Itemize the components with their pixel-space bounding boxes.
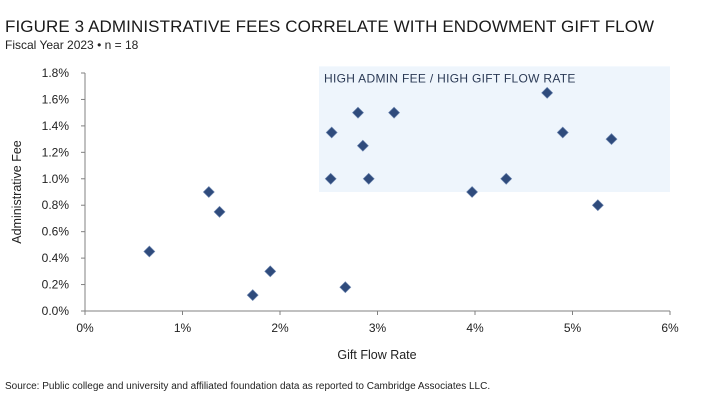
data-point (324, 172, 337, 185)
x-axis-label: Gift Flow Rate (337, 348, 416, 362)
y-tick-label: 1.2% (42, 145, 70, 159)
data-point (356, 139, 369, 152)
y-axis-label: Administrative Fee (10, 140, 24, 244)
highlight-region (319, 66, 670, 192)
data-point (556, 126, 569, 139)
data-point (591, 199, 604, 212)
x-tick-label: 0% (76, 321, 94, 335)
x-tick-label: 2% (271, 321, 289, 335)
y-tick-label: 0.0% (42, 304, 70, 318)
y-tick-label: 0.6% (42, 225, 70, 239)
figure-title: FIGURE 3 ADMINISTRATIVE FEES CORRELATE W… (5, 17, 655, 36)
y-tick-label: 0.2% (42, 278, 70, 292)
data-point (500, 172, 513, 185)
data-point (325, 126, 338, 139)
data-point (466, 186, 478, 198)
y-tick-label: 1.6% (42, 92, 70, 106)
data-point (362, 172, 375, 185)
x-tick-label: 1% (174, 321, 192, 335)
source-note: Source: Public college and university an… (5, 381, 491, 392)
highlight-label: HIGH ADMIN FEE / HIGH GIFT FLOW RATE (324, 71, 576, 85)
data-point (264, 265, 277, 278)
data-point (605, 133, 618, 146)
data-point (202, 186, 215, 198)
figure-subtitle: Fiscal Year 2023 • n = 18 (5, 38, 139, 52)
y-tick-label: 0.8% (42, 198, 70, 212)
x-tick-label: 3% (369, 321, 387, 335)
data-point (352, 106, 364, 119)
x-tick-label: 6% (661, 321, 679, 335)
y-tick-label: 1.0% (42, 172, 70, 186)
data-point (246, 289, 259, 302)
data-point (388, 106, 400, 119)
x-tick-label: 5% (564, 321, 582, 335)
data-point (339, 281, 352, 294)
x-tick-label: 4% (466, 321, 484, 335)
y-tick-label: 0.4% (42, 251, 70, 265)
data-point (213, 205, 226, 218)
y-tick-label: 1.4% (42, 119, 70, 133)
data-point (541, 86, 554, 99)
y-tick-label: 1.8% (42, 66, 70, 80)
data-point (143, 245, 156, 258)
